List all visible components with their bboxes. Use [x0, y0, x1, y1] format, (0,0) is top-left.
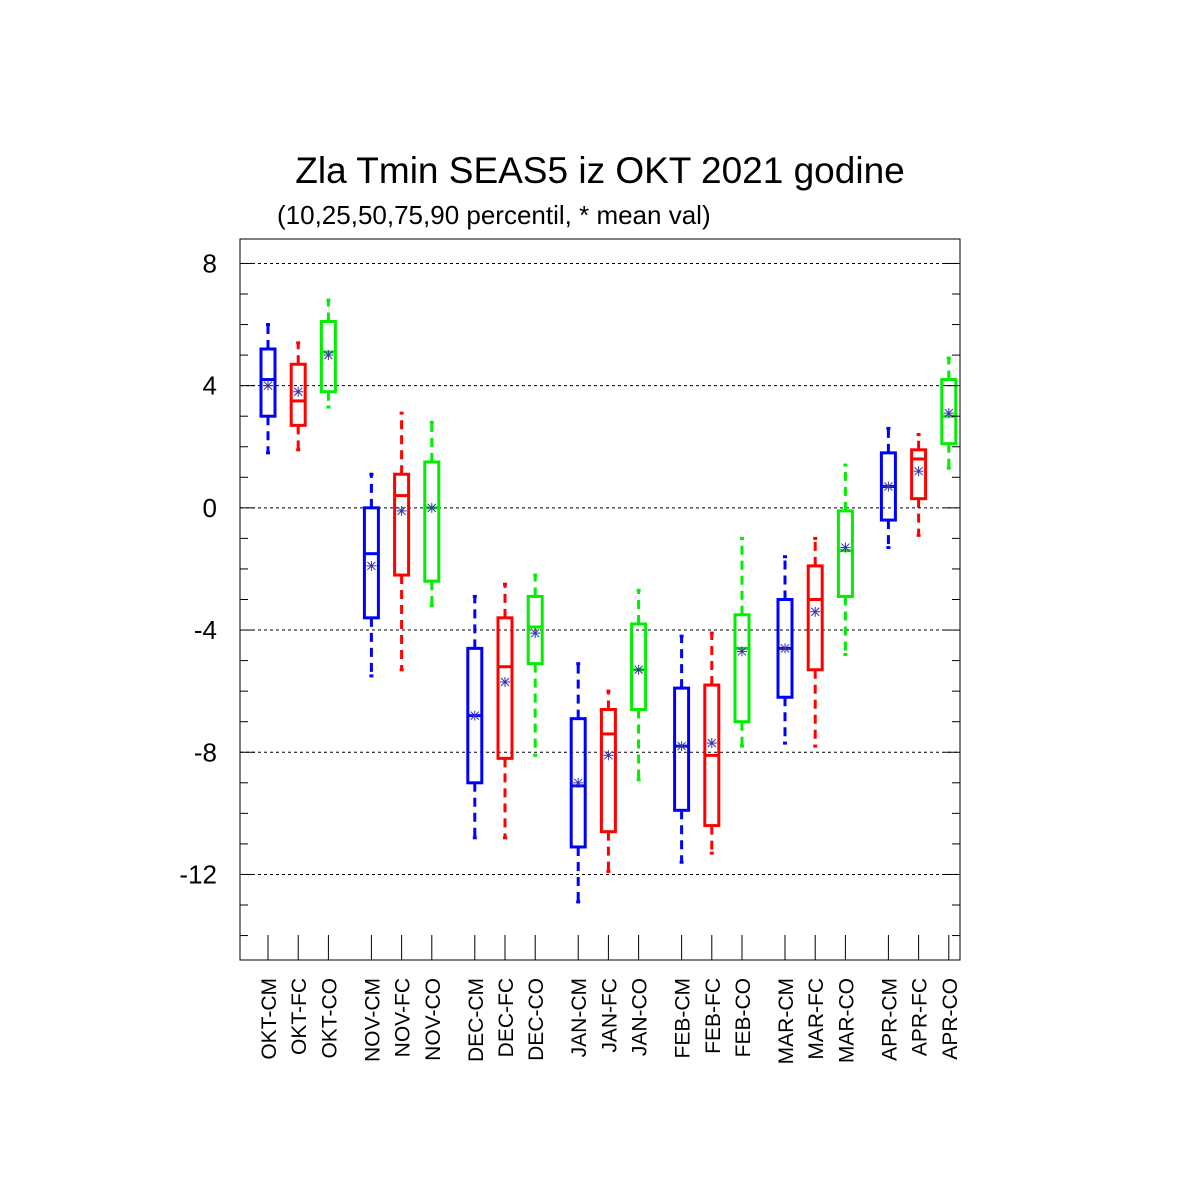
chart-title: Zla Tmin SEAS5 iz OKT 2021 godine	[295, 150, 905, 191]
mean-marker	[427, 503, 437, 513]
x-tick-label: JAN-FC	[598, 978, 621, 1053]
box-okt-cm	[259, 323, 277, 455]
box-feb-cm	[673, 634, 691, 864]
mean-marker	[500, 677, 510, 687]
box-nov-cm	[362, 472, 380, 678]
iqr-box	[806, 564, 824, 672]
iqr-box	[526, 594, 544, 666]
plot-frame	[239, 238, 961, 961]
x-tick-label: JAN-CO	[629, 978, 652, 1056]
box-jan-cm	[569, 662, 587, 904]
x-tick-label: FEB-FC	[702, 978, 725, 1054]
iqr-box	[630, 622, 648, 711]
x-tick-label: FEB-CM	[672, 978, 695, 1059]
y-tick-label: -12	[179, 859, 217, 889]
y-tick-labels: 8 4 0 -4 -8 -12	[179, 248, 217, 889]
box-nov-fc	[393, 411, 411, 672]
mean-marker	[263, 381, 273, 390]
iqr-box	[496, 616, 514, 760]
box-okt-fc	[289, 341, 307, 452]
iqr-box	[733, 613, 751, 724]
x-tick-label: OKT-CM	[258, 978, 281, 1060]
x-tick-label: DEC-CO	[525, 978, 548, 1061]
x-tick-label: FEB-CO	[732, 978, 755, 1057]
box-nov-co	[423, 420, 441, 608]
grid-lines	[240, 262, 960, 875]
mean-marker	[841, 543, 850, 552]
x-tick-label: JAN-CM	[568, 978, 591, 1057]
mean-marker	[397, 506, 406, 516]
iqr-box	[393, 472, 411, 577]
box-dec-fc	[496, 582, 514, 840]
mean-marker	[737, 647, 747, 656]
mean-marker	[293, 387, 303, 397]
x-tick-label: APR-CO	[939, 978, 962, 1060]
iqr-box	[836, 509, 854, 598]
chart-subtitle: (10,25,50,75,90 percentil, * mean val)	[277, 200, 711, 230]
x-tick-labels: OKT-CM OKT-FC OKT-CO NOV-CM NOV-FC NOV-CO DEC-…	[258, 978, 962, 1064]
x-tick-label: MAR-CO	[835, 978, 858, 1063]
mean-marker	[810, 607, 820, 617]
mean-marker	[604, 750, 613, 760]
box-apr-cm	[879, 426, 897, 550]
box-feb-co	[733, 536, 751, 748]
box-apr-co	[940, 356, 958, 470]
box-mar-fc	[806, 536, 824, 748]
iqr-box	[940, 378, 958, 446]
iqr-box	[423, 460, 441, 583]
x-tick-label: MAR-CM	[775, 978, 798, 1064]
x-tick-label: DEC-CM	[465, 978, 488, 1062]
mean-marker	[914, 466, 923, 476]
box-jan-co	[630, 588, 648, 782]
x-tick-label: APR-FC	[909, 978, 932, 1056]
x-tick-label: DEC-FC	[495, 978, 518, 1057]
x-tick-label: MAR-FC	[805, 978, 828, 1060]
mean-marker	[634, 665, 643, 675]
mean-marker	[707, 738, 717, 748]
y-tick-label: 4	[203, 371, 217, 401]
box-okt-co	[319, 298, 337, 409]
iqr-box	[599, 707, 617, 834]
iqr-box	[362, 506, 380, 620]
mean-marker	[884, 482, 893, 491]
x-tick-label: NOV-FC	[392, 978, 415, 1057]
x-tick-label: APR-CM	[878, 978, 901, 1061]
x-tick-label: NOV-CM	[361, 978, 384, 1062]
box-mar-cm	[776, 555, 794, 745]
mean-marker	[470, 711, 480, 720]
x-tick-label: NOV-CO	[422, 978, 445, 1061]
box-jan-fc	[599, 689, 617, 873]
box-apr-fc	[910, 433, 928, 537]
axes	[239, 238, 961, 961]
iqr-box	[259, 347, 277, 418]
mean-marker	[530, 628, 540, 638]
box-feb-fc	[703, 631, 721, 855]
iqr-box	[569, 717, 587, 849]
mean-marker	[944, 408, 954, 418]
mean-marker	[324, 350, 333, 360]
box-dec-co	[526, 573, 544, 757]
box-series	[259, 298, 958, 904]
x-tick-label: OKT-CO	[318, 978, 341, 1059]
y-tick-label: -8	[194, 737, 217, 767]
mean-marker	[573, 778, 583, 788]
y-tick-label: 8	[203, 248, 217, 278]
mean-marker	[367, 561, 376, 571]
iqr-box	[319, 319, 337, 394]
iqr-box	[673, 686, 691, 812]
y-tick-label: 0	[203, 493, 217, 523]
mean-marker	[780, 644, 790, 653]
box-dec-cm	[466, 594, 484, 840]
iqr-box	[910, 448, 928, 501]
iqr-box	[289, 362, 307, 427]
y-tick-label: -4	[194, 615, 217, 645]
x-tick-label: OKT-FC	[288, 978, 311, 1055]
mean-marker	[677, 741, 686, 751]
box-mar-co	[836, 463, 854, 656]
